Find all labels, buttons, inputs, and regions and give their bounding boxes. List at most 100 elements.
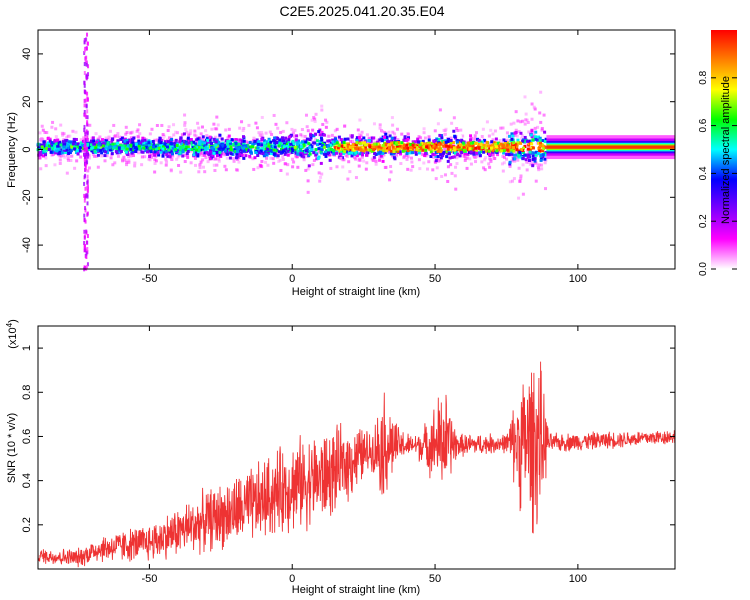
spectrogram-cell	[62, 145, 66, 149]
spectrogram-cell	[237, 142, 241, 146]
spectrogram-cell	[42, 154, 46, 158]
spectrogram-cell	[282, 145, 286, 149]
spectrogram-cell	[539, 90, 543, 94]
spectrogram-cell	[357, 132, 361, 136]
spectrogram-cell	[197, 145, 201, 149]
spectrogram-cell	[286, 149, 290, 153]
spectrogram-cell	[512, 146, 516, 150]
spectrogram-cell	[484, 149, 488, 153]
spectrogram-cell	[274, 149, 278, 153]
spectrogram-cell	[426, 146, 430, 150]
spectrogram-cell	[148, 153, 152, 157]
spectrogram-cell	[484, 156, 488, 160]
spectrogram-cell	[434, 154, 438, 158]
spectrogram-cell	[85, 146, 88, 151]
spectrogram-cell	[354, 157, 358, 161]
spectrogram-cell	[375, 145, 379, 149]
spectrogram-cell	[332, 152, 336, 156]
spectrogram-cell	[339, 142, 343, 146]
spectrogram-cell	[426, 144, 430, 148]
spectrogram-cell	[382, 147, 386, 151]
spectrogram-cell	[459, 128, 463, 132]
spectrogram-cell	[85, 138, 88, 143]
spectrogram-cell	[169, 141, 173, 145]
spectrogram-cell	[533, 157, 537, 161]
spectrogram-cell	[483, 145, 487, 149]
spectrogram-cell	[113, 142, 117, 146]
spectrogram-cell	[437, 137, 441, 141]
spectrogram-cell	[157, 139, 161, 143]
spectrogram-cell	[319, 161, 323, 165]
spectrogram-cell	[111, 142, 115, 146]
spectrogram-cell	[417, 158, 421, 162]
spectrogram-cell	[251, 145, 255, 149]
spectrogram-cell	[114, 149, 118, 153]
spectrogram-cell	[240, 120, 244, 124]
spectrogram-cell	[200, 125, 204, 129]
spectrogram-cell	[422, 161, 426, 165]
spectrogram-cell	[175, 131, 179, 135]
spectrogram-cell	[473, 134, 477, 138]
spectrogram-cell	[402, 156, 406, 160]
spectrogram-cell	[452, 146, 456, 150]
spectrogram-cell	[526, 149, 530, 153]
spectrogram-cell	[342, 141, 346, 145]
spectrogram-cell	[54, 142, 58, 146]
spectrogram-cell	[204, 148, 208, 152]
spectrogram-cell	[391, 138, 395, 142]
spectrogram-cell	[73, 142, 77, 146]
spectrogram-cell	[393, 141, 397, 145]
spectrogram-cell	[466, 146, 470, 150]
spectrogram-cell	[513, 157, 517, 161]
spectrogram-cell	[405, 143, 409, 147]
spectrogram-cell	[165, 160, 169, 164]
spectrogram-cell	[392, 154, 396, 158]
spectrogram-cell	[195, 148, 199, 152]
spectrogram-cell	[215, 138, 219, 142]
spectrogram-cell	[350, 151, 354, 155]
spectrogram-cell	[440, 136, 444, 140]
spectrogram-cell	[523, 145, 527, 149]
spectrogram-cell	[267, 144, 271, 148]
spectrogram-cell	[263, 139, 267, 143]
spectrogram-cell	[458, 154, 462, 158]
spectrogram-cell	[224, 128, 228, 132]
spectrogram-cell	[475, 151, 479, 155]
spectrogram-cell	[515, 143, 519, 147]
spectrogram-cell	[205, 134, 209, 138]
spectrogram-cell	[61, 133, 65, 137]
spectrogram-cell	[85, 73, 88, 78]
spectrogram-cell	[314, 147, 318, 151]
spectrogram-cell	[48, 144, 52, 148]
spectrogram-cell	[201, 158, 205, 162]
spectrogram-cell	[363, 141, 367, 145]
spectrogram-cell	[522, 151, 526, 155]
spectrogram-cell	[85, 151, 89, 155]
spectrogram-cell	[188, 131, 192, 135]
spectrogram-cell	[299, 133, 303, 137]
spectrogram-cell	[187, 142, 191, 146]
spectrogram-cell	[342, 152, 346, 156]
spectrogram-cell	[44, 164, 48, 168]
spectrogram-y-tick-label: 20	[21, 96, 33, 108]
spectrogram-cell	[468, 147, 472, 151]
spectrogram-cell	[435, 156, 439, 160]
spectrogram-cell	[266, 147, 270, 151]
spectrogram-cell	[301, 152, 305, 156]
spectrogram-cell	[86, 174, 89, 179]
spectrogram-cell	[491, 132, 495, 136]
spectrogram-cell	[312, 158, 316, 162]
spectrogram-cell	[459, 143, 463, 147]
spectrogram-cell	[171, 146, 175, 150]
spectrogram-cell	[358, 118, 362, 122]
spectrogram-cell	[542, 147, 546, 151]
spectrogram-cell	[385, 149, 389, 153]
spectrogram-cell	[84, 208, 87, 213]
spectrogram-cell	[374, 159, 378, 163]
spectrogram-cell	[434, 177, 438, 181]
spectrogram-cell	[73, 166, 77, 170]
spectrogram-cell	[151, 139, 155, 143]
spectrogram-cell	[290, 127, 294, 131]
spectrogram-cell	[96, 148, 100, 152]
